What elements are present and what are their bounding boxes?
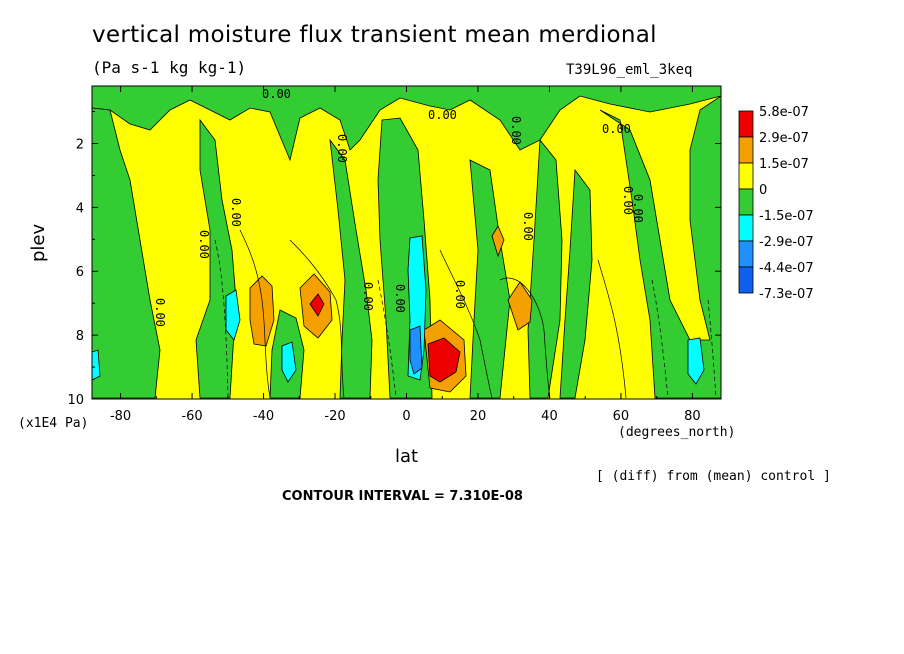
x-tick-label: -20 bbox=[324, 409, 345, 424]
negative-blue-regions bbox=[409, 325, 423, 375]
colorbar-legend: 5.8e-07 2.9e-07 1.5e-07 0 -1.5e-07 -2.9e-07 -4… bbox=[738, 105, 814, 302]
run-id: T39L96_eml_3keq bbox=[566, 62, 693, 78]
contour-label: 0.00 bbox=[229, 198, 243, 227]
blue-eq bbox=[409, 325, 423, 375]
contour-label: 0.00 bbox=[393, 284, 407, 313]
chart-units: (Pa s-1 kg kg-1) bbox=[92, 58, 247, 77]
contour-line-5 bbox=[597, 259, 627, 399]
y-tick-label: 2 bbox=[76, 137, 84, 152]
contour-line-7 bbox=[377, 279, 397, 399]
legend-swatch bbox=[738, 266, 754, 294]
legend-label: 0 bbox=[759, 183, 767, 198]
maxima-regions bbox=[309, 293, 461, 383]
contour-line-3 bbox=[439, 249, 493, 399]
contour-label: 0.00 bbox=[631, 194, 645, 223]
legend-label: -4.4e-07 bbox=[759, 261, 814, 276]
legend-swatch bbox=[738, 110, 754, 138]
y-tick-label: 10 bbox=[67, 393, 84, 408]
x-axis: -80 -60 -40 -20 0 20 40 60 80 bbox=[110, 86, 701, 424]
y-axis-units: (x1E4 Pa) bbox=[18, 416, 89, 431]
contour-label: 0.00 bbox=[335, 134, 349, 163]
y-axis: 2 4 6 8 10 bbox=[67, 111, 721, 408]
red-max-eq bbox=[427, 337, 461, 383]
contour-label-group: 0.00 0.00 0.00 0.00 0.00 0.00 0.00 0.00 … bbox=[153, 87, 645, 327]
legend-swatch bbox=[738, 188, 754, 216]
contour-label: 0.00 bbox=[453, 280, 467, 309]
legend-label: -2.9e-07 bbox=[759, 235, 814, 250]
y-axis-title: plev bbox=[28, 223, 49, 262]
diff-note: [ (diff) from (mean) control ] bbox=[596, 469, 831, 484]
legend-label: -1.5e-07 bbox=[759, 209, 814, 224]
contour-line-2 bbox=[289, 239, 345, 399]
legend-label: 5.8e-07 bbox=[759, 105, 809, 120]
x-tick-label: -60 bbox=[181, 409, 202, 424]
x-axis-units: (degrees_north) bbox=[618, 425, 736, 440]
contour-label: 0.00 bbox=[602, 122, 631, 136]
x-tick-label: -40 bbox=[253, 409, 274, 424]
x-tick-label: 60 bbox=[613, 409, 630, 424]
legend-label: 1.5e-07 bbox=[759, 157, 809, 172]
x-tick-label: 80 bbox=[684, 409, 701, 424]
contour-interval: CONTOUR INTERVAL = 7.310E-08 bbox=[282, 489, 523, 504]
contour-line-8 bbox=[651, 279, 669, 399]
contour-label: 0.00 bbox=[428, 108, 457, 122]
cyan-right bbox=[687, 337, 705, 385]
x-axis-title: lat bbox=[395, 446, 419, 467]
green-column-c bbox=[329, 138, 373, 399]
cyan-edge bbox=[92, 349, 101, 381]
cyan-left bbox=[225, 289, 241, 341]
y-tick-label: 6 bbox=[76, 265, 84, 280]
green-top-band bbox=[92, 86, 721, 162]
green-column-e bbox=[527, 138, 563, 399]
legend-swatch bbox=[738, 162, 754, 190]
legend-swatch bbox=[738, 240, 754, 268]
y-tick-label: 4 bbox=[76, 201, 84, 216]
green-column-f bbox=[559, 168, 593, 399]
green-column-d bbox=[469, 159, 511, 399]
legend-label: 2.9e-07 bbox=[759, 131, 809, 146]
contour-label: 0.00 bbox=[262, 87, 291, 101]
orange-blob-right bbox=[507, 281, 533, 331]
contour-label: 0.00 bbox=[361, 282, 375, 311]
x-tick-label: 40 bbox=[541, 409, 558, 424]
x-tick-label: 20 bbox=[470, 409, 487, 424]
contour-label: 0.00 bbox=[153, 298, 167, 327]
contour-field: 0.00 0.00 0.00 0.00 0.00 0.00 0.00 0.00 … bbox=[92, 86, 721, 399]
orange-blob-left bbox=[249, 275, 275, 347]
x-tick-label: -80 bbox=[110, 409, 131, 424]
contour-line-4 bbox=[499, 277, 551, 399]
contour-lines bbox=[214, 229, 717, 399]
y-tick-label: 8 bbox=[76, 329, 84, 344]
contour-label: 0.00 bbox=[621, 186, 635, 215]
chart-title: vertical moisture flux transient mean me… bbox=[92, 22, 657, 48]
contour-line-6 bbox=[214, 239, 229, 399]
green-left-column bbox=[92, 107, 161, 399]
cyan-mid bbox=[281, 341, 297, 383]
contour-label: 0.00 bbox=[509, 116, 523, 145]
x-tick-label: 0 bbox=[402, 409, 410, 424]
legend-swatch bbox=[738, 136, 754, 164]
legend-swatch bbox=[738, 214, 754, 242]
legend-label: -7.3e-07 bbox=[759, 287, 814, 302]
contour-line-1 bbox=[239, 229, 271, 399]
red-max-mid bbox=[309, 293, 325, 317]
contour-label: 0.00 bbox=[521, 212, 535, 241]
green-right-column bbox=[599, 95, 721, 399]
orange-blob-small bbox=[491, 225, 505, 258]
contour-label: 0.00 bbox=[197, 230, 211, 259]
